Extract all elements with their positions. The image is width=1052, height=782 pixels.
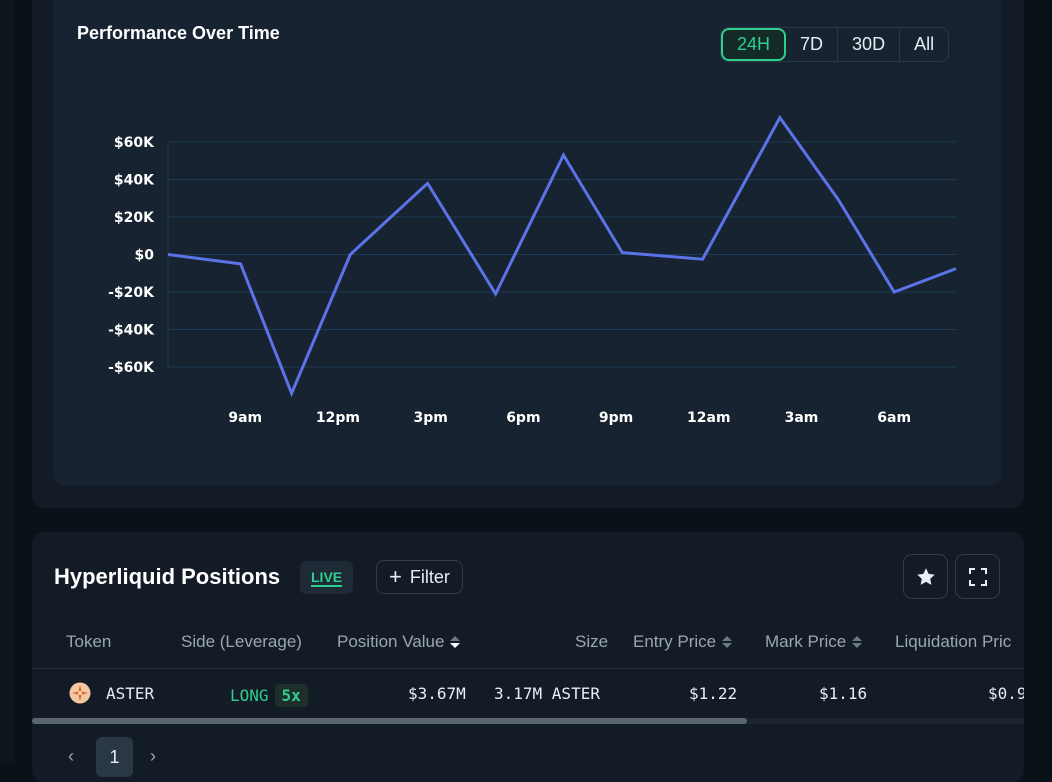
sort-icon bbox=[722, 636, 733, 648]
header-divider bbox=[32, 668, 1024, 669]
row-size: 3.17M ASTER bbox=[494, 684, 600, 703]
sort-descending-icon bbox=[450, 636, 461, 648]
row-entry-price: $1.22 bbox=[689, 684, 738, 703]
plus-icon: + bbox=[389, 564, 402, 589]
next-page-button[interactable]: › bbox=[150, 745, 156, 766]
header-liquidation-price-label: Liquidation Pric bbox=[895, 632, 1012, 651]
header-position-value[interactable]: Position Value bbox=[337, 632, 461, 652]
x-tick-label: 6pm bbox=[506, 410, 540, 426]
positions-panel: Hyperliquid Positions LIVE + Filter Toke… bbox=[32, 532, 1024, 782]
header-side: Side (Leverage) bbox=[181, 632, 302, 652]
range-24h-button[interactable]: 24H bbox=[721, 28, 787, 61]
leverage-badge: 5x bbox=[274, 684, 308, 707]
left-panel-edge bbox=[0, 0, 14, 764]
y-tick-label: $60K bbox=[114, 135, 155, 151]
y-tick-label: -$20K bbox=[108, 285, 155, 301]
filter-button[interactable]: + Filter bbox=[376, 560, 463, 594]
header-side-label: Side (Leverage) bbox=[181, 632, 302, 651]
y-tick-label: $0 bbox=[135, 248, 155, 264]
prev-page-button[interactable]: ‹ bbox=[68, 745, 74, 766]
y-tick-label: -$60K bbox=[108, 360, 155, 376]
time-range-selector: 24H 7D 30D All bbox=[720, 27, 950, 62]
range-30d-button[interactable]: 30D bbox=[838, 28, 901, 61]
positions-title: Hyperliquid Positions bbox=[54, 564, 281, 589]
horizontal-scrollbar-thumb[interactable] bbox=[32, 718, 747, 724]
row-liquidation-price: $0.9 bbox=[988, 684, 1024, 703]
star-icon bbox=[916, 567, 935, 585]
y-tick-label: $40K bbox=[114, 173, 155, 189]
range-all-button[interactable]: All bbox=[914, 34, 935, 54]
x-tick-label: 9pm bbox=[599, 410, 633, 426]
x-tick-label: 12pm bbox=[316, 410, 360, 426]
favorite-button[interactable] bbox=[903, 554, 948, 599]
header-mark-price-label: Mark Price bbox=[765, 632, 847, 651]
row-position-value: $3.67M bbox=[408, 684, 466, 703]
expand-icon bbox=[968, 567, 987, 586]
live-label: LIVE bbox=[311, 568, 343, 587]
header-size-label: Size bbox=[575, 632, 609, 651]
y-tick-label: $20K bbox=[114, 210, 155, 226]
performance-series-line bbox=[167, 114, 957, 398]
sort-icon bbox=[852, 636, 863, 648]
page-1-button[interactable]: 1 bbox=[96, 737, 133, 777]
live-badge: LIVE bbox=[300, 561, 354, 594]
x-tick-label: 9am bbox=[228, 410, 262, 426]
x-tick-label: 3am bbox=[785, 410, 819, 426]
header-entry-price-label: Entry Price bbox=[633, 632, 717, 651]
side-label: LONG bbox=[230, 686, 269, 705]
x-tick-label: 3pm bbox=[413, 410, 447, 426]
filter-label: Filter bbox=[409, 566, 450, 587]
performance-chart-card bbox=[54, 0, 1001, 485]
performance-line-chart: $60K $40K $20K $0 -$20K -$40K -$60K 9am 12pm 3pm 6… bbox=[108, 114, 957, 426]
header-token-label: Token bbox=[66, 632, 112, 651]
header-liquidation-price: Liquidation Pric bbox=[895, 632, 1011, 652]
header-mark-price[interactable]: Mark Price bbox=[765, 632, 863, 652]
row-mark-price: $1.16 bbox=[819, 684, 868, 703]
header-token: Token bbox=[66, 632, 111, 652]
x-tick-label: 12am bbox=[687, 410, 731, 426]
chart-title: Performance Over Time bbox=[77, 23, 280, 43]
header-position-value-label: Position Value bbox=[337, 632, 445, 651]
x-tick-label: 6am bbox=[877, 410, 911, 426]
y-tick-label: -$40K bbox=[108, 323, 155, 339]
fullscreen-button[interactable] bbox=[955, 554, 1000, 599]
header-size: Size bbox=[575, 632, 608, 652]
row-token: ASTER bbox=[106, 684, 155, 703]
row-side: LONG 5x bbox=[230, 684, 308, 707]
header-entry-price[interactable]: Entry Price bbox=[633, 632, 733, 652]
range-7d-button[interactable]: 7D bbox=[786, 28, 839, 61]
aster-token-icon bbox=[69, 682, 91, 704]
